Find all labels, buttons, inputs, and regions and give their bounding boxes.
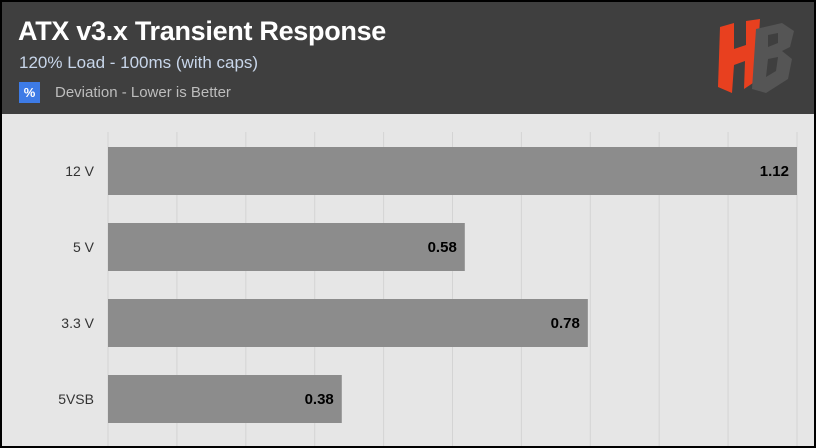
percent-badge-icon: %: [19, 82, 40, 103]
chart-frame: ATX v3.x Transient Response 120% Load - …: [2, 2, 814, 446]
plot-area: 12 V 1.12 5 V 0.58 3.3 V 0.78 5VSB 0.38: [2, 114, 814, 446]
metric-legend: % Deviation - Lower is Better: [19, 81, 231, 103]
hb-logo-icon: [716, 19, 798, 95]
value-label: 0.58: [428, 239, 457, 256]
bar: [108, 299, 588, 347]
chart-header: ATX v3.x Transient Response 120% Load - …: [2, 2, 814, 114]
chart-title: ATX v3.x Transient Response: [18, 16, 386, 47]
category-label: 5VSB: [58, 391, 94, 407]
value-label: 1.12: [760, 163, 789, 180]
bar: [108, 147, 797, 195]
chart-subtitle: 120% Load - 100ms (with caps): [19, 53, 258, 73]
value-label: 0.38: [305, 391, 334, 408]
bar-chart: 12 V 1.12 5 V 0.58 3.3 V 0.78 5VSB 0.38: [2, 114, 814, 446]
bar: [108, 223, 465, 271]
value-label: 0.78: [551, 315, 580, 332]
category-label: 12 V: [65, 163, 94, 179]
category-label: 3.3 V: [61, 315, 94, 331]
metric-label: Deviation - Lower is Better: [55, 84, 231, 101]
category-label: 5 V: [73, 239, 95, 255]
